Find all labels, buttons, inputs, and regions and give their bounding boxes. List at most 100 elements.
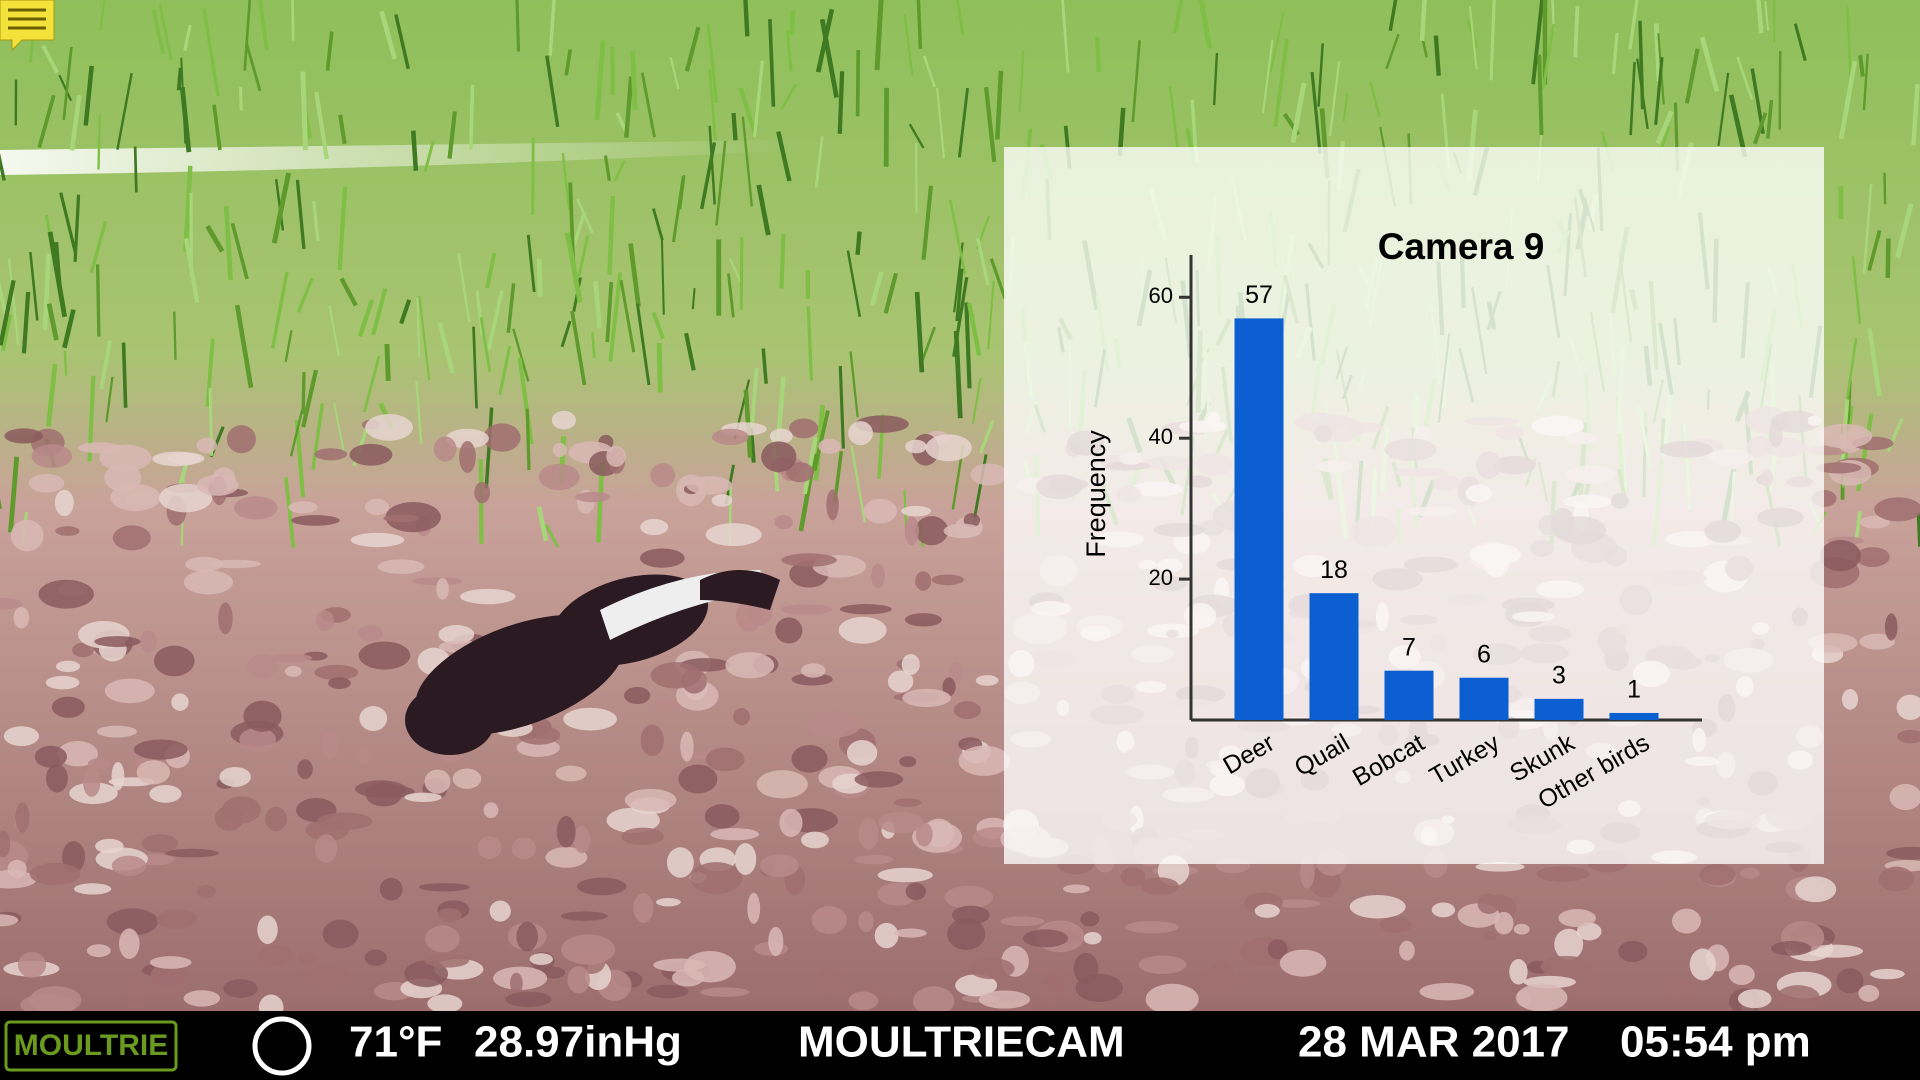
rock — [383, 514, 419, 522]
rock — [11, 520, 44, 552]
grass — [303, 72, 306, 151]
rock — [641, 724, 664, 756]
rock — [56, 661, 80, 672]
rock — [1514, 924, 1530, 935]
rock — [1729, 965, 1755, 985]
rock — [1618, 941, 1647, 962]
rock — [1842, 689, 1858, 710]
rock — [157, 910, 197, 930]
rock — [979, 990, 1030, 1008]
rock — [149, 785, 181, 803]
rock — [105, 679, 155, 704]
grass — [1097, 37, 1098, 72]
rock — [651, 662, 701, 688]
grass — [1884, 173, 1885, 204]
rock — [747, 893, 760, 924]
rock — [678, 765, 717, 794]
grass — [174, 312, 175, 360]
grass — [240, 87, 241, 111]
rock — [298, 952, 318, 964]
rock — [4, 428, 43, 443]
rock — [137, 760, 170, 784]
rock — [1146, 984, 1199, 1015]
rock — [219, 767, 250, 787]
rock — [358, 748, 370, 764]
rock — [774, 515, 792, 529]
rock — [32, 444, 73, 468]
grass — [527, 409, 529, 471]
value-label: 57 — [1245, 281, 1273, 309]
rock — [1885, 613, 1898, 640]
rock — [901, 506, 931, 517]
rock — [46, 764, 68, 792]
rock — [52, 697, 85, 718]
rock — [55, 490, 74, 516]
rock — [1380, 917, 1412, 933]
rock — [425, 769, 451, 793]
grass — [659, 343, 660, 392]
rock — [1795, 876, 1836, 902]
rock — [484, 802, 499, 818]
rock — [46, 676, 80, 690]
rock — [505, 992, 551, 1007]
rock — [574, 826, 591, 853]
rock — [915, 516, 948, 545]
rock — [436, 578, 448, 600]
rock — [640, 548, 685, 567]
rock — [87, 944, 111, 957]
rock — [577, 878, 626, 896]
rock — [404, 793, 441, 802]
grass — [741, 237, 742, 310]
rock — [1738, 989, 1772, 1008]
rock — [1399, 941, 1415, 961]
grass — [633, 51, 635, 110]
rock — [878, 868, 933, 882]
rock — [1820, 540, 1861, 571]
rock — [575, 492, 610, 502]
rock — [552, 411, 576, 430]
rock — [710, 828, 759, 840]
rock — [83, 767, 100, 796]
rock — [915, 571, 931, 591]
screen: Camera 9 Frequency 20406057Deer18Quail7B… — [0, 0, 1920, 1080]
rock — [879, 812, 924, 834]
rock — [792, 745, 828, 773]
rock — [317, 812, 373, 829]
rock — [35, 746, 67, 768]
rock — [690, 862, 742, 894]
rock — [303, 967, 349, 987]
rock — [817, 968, 840, 994]
rock — [905, 613, 942, 626]
rock — [30, 863, 81, 886]
rock — [706, 748, 745, 772]
grass — [413, 131, 416, 171]
rock — [223, 979, 258, 998]
grass — [1888, 239, 1889, 278]
y-tick-label: 20 — [1149, 565, 1173, 590]
grass — [179, 68, 181, 90]
rock — [1554, 929, 1583, 960]
rock — [553, 443, 567, 457]
grass — [471, 85, 473, 150]
rock — [15, 802, 29, 832]
rock — [257, 915, 277, 943]
rock — [285, 666, 302, 677]
rock — [474, 482, 490, 503]
rock — [1207, 963, 1236, 992]
value-label: 7 — [1402, 633, 1416, 661]
grass — [303, 372, 304, 414]
rock — [351, 533, 404, 547]
rock — [142, 834, 179, 852]
value-label: 18 — [1320, 556, 1348, 584]
page: Camera 9 Frequency 20406057Deer18Quail7B… — [0, 0, 1920, 1080]
y-axis-label: Frequency — [1081, 430, 1111, 558]
rock — [365, 950, 387, 967]
rock — [1080, 911, 1099, 926]
rock — [104, 464, 141, 492]
rock — [647, 985, 689, 998]
rock — [1816, 424, 1872, 448]
bar — [1610, 713, 1659, 720]
rock — [477, 836, 501, 859]
rock — [434, 436, 457, 461]
rock — [712, 494, 733, 507]
